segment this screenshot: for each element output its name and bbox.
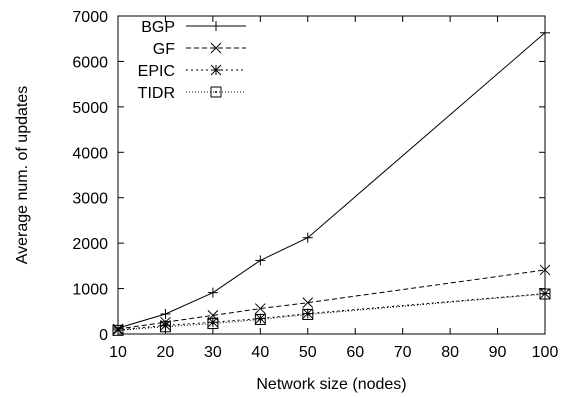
data-point [159, 321, 171, 333]
data-point [160, 309, 171, 320]
data-point [302, 308, 314, 320]
data-point [254, 313, 266, 325]
x-tick-label: 50 [299, 344, 317, 361]
x-tick-label: 80 [441, 344, 459, 361]
y-axis-title: Average num. of updates [14, 86, 31, 265]
series-tidr [112, 288, 551, 336]
legend-item-bgp: BGP [141, 19, 246, 36]
legend-label: TIDR [138, 85, 175, 102]
series-epic [112, 288, 551, 336]
data-point [254, 303, 266, 314]
data-point [255, 255, 266, 266]
series-line [117, 269, 546, 330]
legend-item-tidr: TIDR [138, 85, 246, 102]
data-point [539, 264, 551, 276]
data-point [302, 297, 314, 309]
x-tick-label: 60 [346, 344, 364, 361]
x-tick-label: 90 [489, 344, 507, 361]
y-tick-label: 5000 [72, 100, 108, 117]
data-point [112, 324, 124, 336]
x-tick-label: 10 [109, 344, 127, 361]
series-line [117, 293, 546, 331]
data-point [540, 27, 550, 38]
legend-item-gf: GF [153, 41, 246, 58]
data-point [207, 287, 218, 298]
series-gf [112, 264, 551, 335]
legend-marker [210, 42, 222, 54]
y-tick-label: 1000 [72, 282, 108, 299]
x-tick-label: 70 [394, 344, 412, 361]
series-layer [112, 27, 551, 336]
series-line [117, 293, 546, 331]
series-bgp [113, 27, 550, 334]
y-tick-label: 3000 [72, 191, 108, 208]
legend-marker [211, 21, 221, 31]
y-tick-label: 6000 [72, 54, 108, 71]
legend-label: EPIC [138, 63, 175, 80]
legend-marker [210, 64, 222, 76]
x-axis-title: Network size (nodes) [256, 376, 406, 393]
x-tick-label: 100 [532, 344, 559, 361]
axes: 10 20 30 40 50 60 70 80 90 1000100020003000400050… [72, 9, 558, 361]
legend: BGP GF EPIC TIDR [138, 19, 246, 102]
data-point [207, 318, 219, 330]
data-point [302, 232, 313, 243]
legend-label: GF [153, 41, 175, 58]
legend-label: BGP [141, 19, 175, 36]
data-point [539, 288, 551, 300]
y-tick-label: 4000 [72, 145, 108, 162]
plot-frame [117, 15, 546, 335]
legend-marker [210, 86, 222, 98]
x-tick-label: 40 [251, 344, 269, 361]
x-tick-label: 30 [204, 344, 222, 361]
legend-item-epic: EPIC [138, 63, 246, 80]
series-line [117, 32, 546, 329]
x-tick-label: 20 [157, 344, 175, 361]
y-tick-label: 2000 [72, 236, 108, 253]
y-tick-label: 7000 [72, 9, 108, 26]
y-tick-label: 0 [99, 327, 108, 344]
